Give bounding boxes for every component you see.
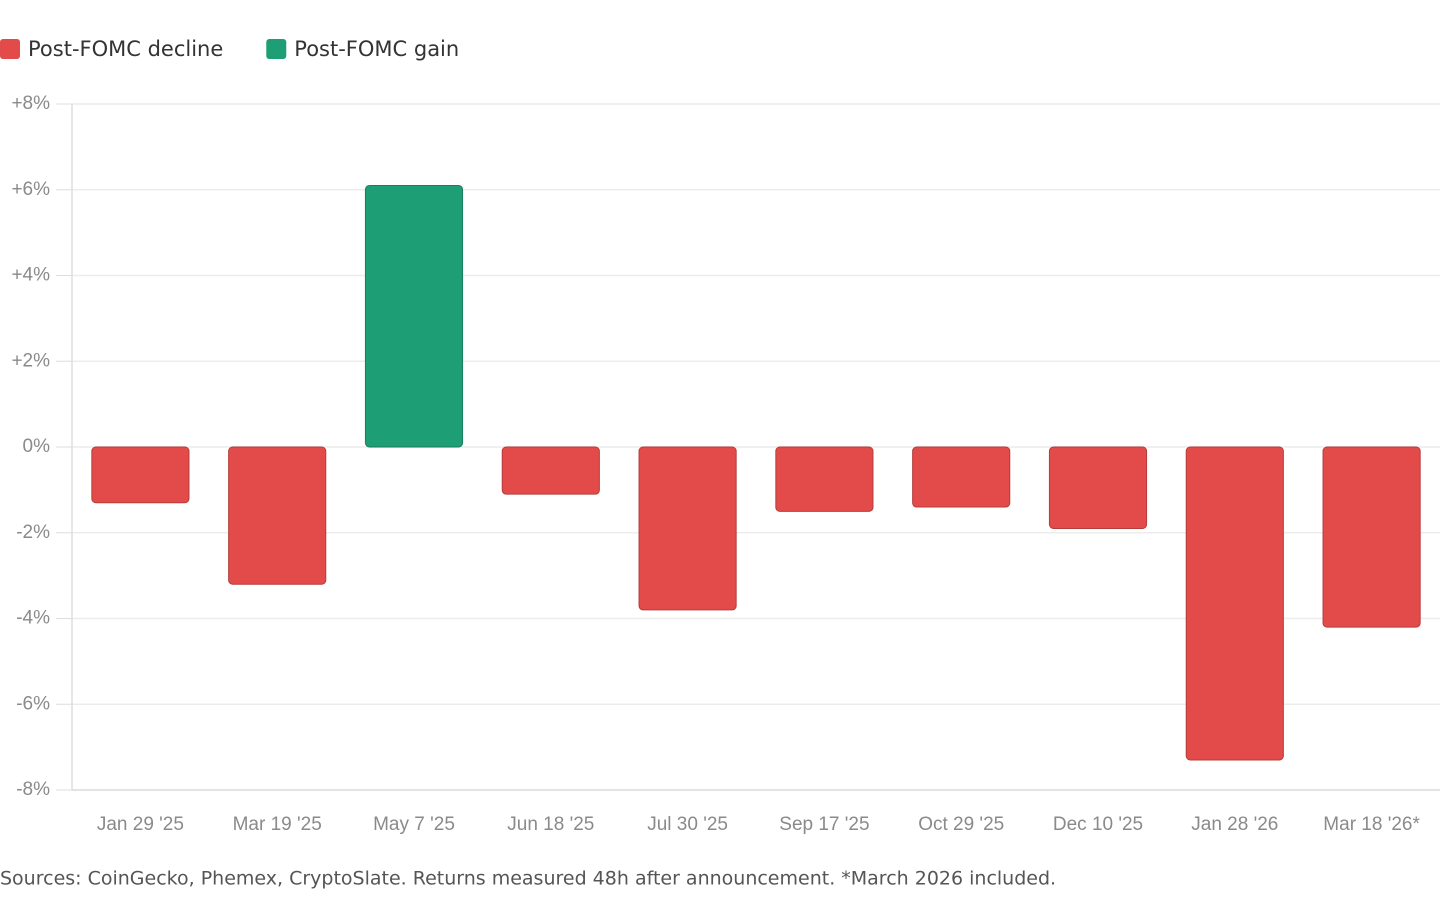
y-tick-label: 0% <box>23 436 51 457</box>
bar <box>91 446 190 504</box>
bar <box>228 446 327 585</box>
y-tick-label: -4% <box>16 608 50 629</box>
y-tick-label: +2% <box>11 350 50 371</box>
y-tick-label: -2% <box>16 522 50 543</box>
legend-swatch <box>266 39 287 59</box>
x-tick-label: Sep 17 '25 <box>779 814 869 835</box>
legend-label: Post-FOMC gain <box>294 37 459 61</box>
x-tick-label: Jan 28 '26 <box>1191 814 1278 835</box>
y-tick-label: +6% <box>11 179 50 200</box>
footnote: Sources: CoinGecko, Phemex, CryptoSlate.… <box>0 868 1056 890</box>
y-tick-label: +8% <box>11 93 50 114</box>
x-tick-label: Jul 30 '25 <box>647 814 728 835</box>
y-tick-label: -6% <box>16 693 50 714</box>
bar <box>1185 446 1284 761</box>
bar <box>638 446 737 611</box>
bar <box>501 446 600 495</box>
x-tick-label: Mar 19 '25 <box>233 814 322 835</box>
bar <box>912 446 1011 508</box>
x-tick-label: Mar 18 '26* <box>1323 814 1420 835</box>
x-tick-label: Jan 29 '25 <box>97 814 184 835</box>
bar <box>775 446 874 512</box>
bar <box>1322 446 1421 628</box>
bar <box>1048 446 1148 529</box>
x-tick-label: May 7 '25 <box>373 814 455 835</box>
x-tick-label: Dec 10 '25 <box>1053 814 1143 835</box>
y-tick-label: +4% <box>11 265 50 286</box>
x-tick-label: Jun 18 '25 <box>507 814 594 835</box>
legend-swatch <box>0 39 20 59</box>
bar <box>364 184 464 448</box>
y-tick-label: -8% <box>16 779 50 800</box>
legend-label: Post-FOMC decline <box>28 37 223 61</box>
x-tick-label: Oct 29 '25 <box>918 814 1004 835</box>
